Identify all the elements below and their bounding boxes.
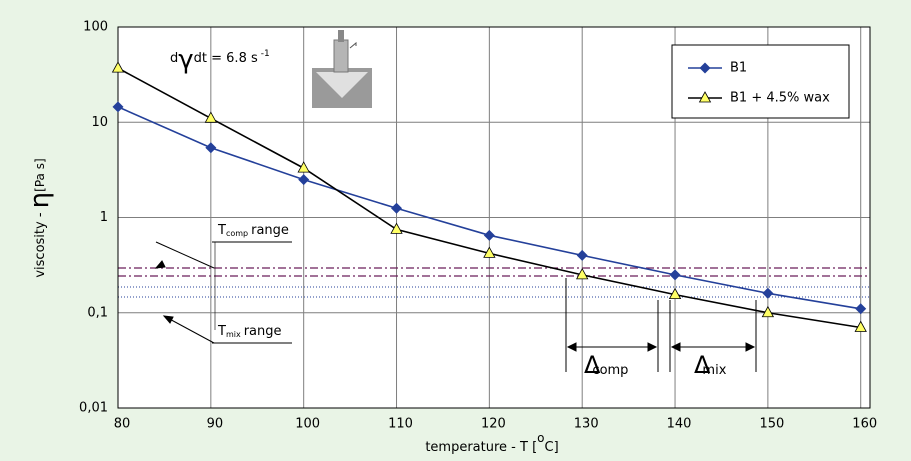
diamond-marker <box>669 269 681 281</box>
t-comp-t: T <box>217 223 226 238</box>
rate-d: d <box>170 51 178 66</box>
legend-label: B1 <box>730 61 747 76</box>
diamond-marker <box>762 287 774 299</box>
triangle-marker <box>204 111 218 123</box>
legend-box <box>671 44 850 119</box>
legend: B1 B1 + 4.5% wax <box>671 44 850 119</box>
t-comp-annotation: Tcomp range <box>217 223 289 238</box>
diamond-marker <box>391 202 403 214</box>
delta-comp-annotation: Δcomp <box>584 351 628 379</box>
delta-comp-symbol: Δ <box>584 351 601 379</box>
triangle-marker <box>761 305 775 318</box>
delta-mix-annotation: Δmix <box>694 351 727 379</box>
y-tick-label: 1 <box>100 210 108 225</box>
x-tick-label: 130 <box>574 417 599 432</box>
x-tick-label: 140 <box>667 417 692 432</box>
rate-symbol: γ <box>178 45 193 75</box>
t-comp-text: range <box>251 223 289 238</box>
y-tick-label: 10 <box>91 115 108 130</box>
delta-comp-sub: comp <box>592 363 628 378</box>
x-label-text: temperature - T [ <box>425 440 537 455</box>
t-mix-annotation: Tmix range <box>217 324 282 339</box>
triangle-marker <box>854 320 867 332</box>
triangle-marker <box>297 161 310 173</box>
y-label-symbol: η <box>25 192 55 208</box>
x-axis-label: temperature - T [oC] <box>425 431 558 455</box>
x-tick-label: 160 <box>852 417 877 432</box>
y-tick-label: 0,1 <box>87 305 108 320</box>
x-tick-label: 150 <box>759 417 784 432</box>
delta-brackets <box>154 241 757 372</box>
delta-mix-symbol: Δ <box>694 351 711 379</box>
x-tick-label: 90 <box>207 417 224 432</box>
legend-marker <box>698 91 712 103</box>
t-comp-sub: comp <box>226 229 248 238</box>
diamond-marker <box>205 142 217 154</box>
triangle-marker <box>111 61 125 73</box>
instrument-icon <box>305 27 378 111</box>
t-mix-sub: mix <box>226 330 241 339</box>
rate-text: dt = 6.8 s <box>194 51 258 66</box>
x-tick-label: 100 <box>295 417 320 432</box>
series-group <box>111 61 867 332</box>
y-label-unit: [Pa s] <box>33 158 47 191</box>
legend-marker <box>699 62 711 74</box>
diamond-marker <box>483 229 495 241</box>
y-axis-label: viscosity - η[Pa s] <box>25 158 55 277</box>
y-label-text: viscosity - <box>33 208 48 277</box>
triangle-marker <box>668 287 682 300</box>
triangle-marker <box>576 268 589 280</box>
x-tick-label: 120 <box>481 417 506 432</box>
triangle-marker <box>390 222 403 234</box>
triangle-marker <box>483 246 496 258</box>
x-tick-label: 80 <box>114 417 131 432</box>
diamond-marker <box>855 303 867 315</box>
diamond-marker <box>298 174 310 186</box>
delta-mix-sub: mix <box>702 363 726 378</box>
x-label-degree: o <box>537 431 544 445</box>
y-tick-label: 100 <box>83 20 108 35</box>
y-tick-label: 0,01 <box>79 401 108 416</box>
x-tick-label: 110 <box>388 417 413 432</box>
plot-border <box>117 26 871 409</box>
rate-exp: -1 <box>261 49 270 59</box>
t-mix-text: range <box>244 324 282 339</box>
legend-label: B1 + 4.5% wax <box>730 91 830 106</box>
diamond-marker <box>112 101 124 113</box>
t-mix-t: T <box>217 324 226 339</box>
x-label-unit: C] <box>545 440 559 455</box>
diamond-marker <box>576 249 588 261</box>
rate-annotation: dγdt = 6.8 s -1 <box>170 45 270 75</box>
